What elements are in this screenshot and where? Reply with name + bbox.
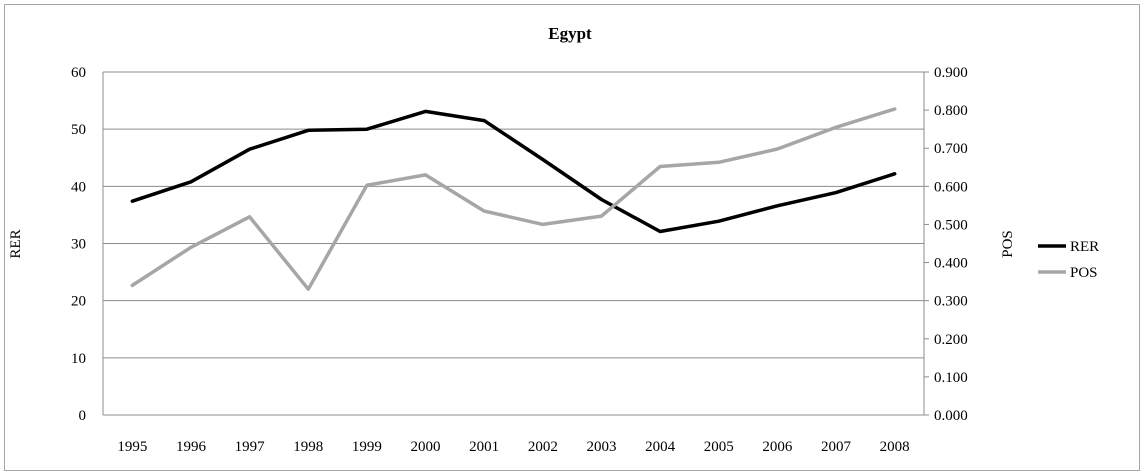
- series-layer: [130, 107, 897, 291]
- chart-title: Egypt: [548, 24, 592, 43]
- chart-frame: [4, 4, 1140, 471]
- y-tick-label-right: 0.500: [934, 217, 968, 233]
- legend-label-pos: POS: [1070, 265, 1098, 281]
- y-tick-label-left: 60: [71, 65, 86, 81]
- x-tick-label: 2003: [586, 439, 616, 455]
- x-tick-label: 1999: [352, 439, 382, 455]
- x-tick-label: 2007: [821, 439, 852, 455]
- y-tick-label-left: 40: [71, 179, 86, 195]
- y-tick-label-right: 0.900: [934, 65, 968, 81]
- y-tick-label-right: 0.100: [934, 370, 968, 386]
- y-tick-label-left: 30: [71, 237, 86, 253]
- x-tick-label: 1998: [293, 439, 323, 455]
- x-tick-label: 2004: [645, 439, 676, 455]
- y-tick-label-right: 0.700: [934, 141, 968, 157]
- y-tick-label-left: 10: [71, 351, 86, 367]
- x-tick-label: 2000: [411, 439, 441, 455]
- x-tick-label: 2008: [880, 439, 910, 455]
- x-tick-label: 1996: [176, 439, 207, 455]
- y-tick-label-right: 0.200: [934, 332, 968, 348]
- y-axis-label-right: POS: [1000, 230, 1016, 258]
- series-line-pos: [130, 107, 897, 291]
- y-tick-label-left: 0: [79, 408, 87, 424]
- axes-layer: 0 10 20 30 40 50 60 0.000 0.100 0.200 0.300 0.400 0.…: [71, 65, 968, 455]
- x-tick-label: 2006: [762, 439, 793, 455]
- x-tick-label: 2005: [704, 439, 734, 455]
- x-tick-label: 1995: [117, 439, 147, 455]
- x-tick-label: 2002: [528, 439, 558, 455]
- x-tick-label: 2001: [469, 439, 499, 455]
- legend: RER POS: [1038, 239, 1099, 281]
- y-axis-label-left: RER: [8, 229, 24, 258]
- y-tick-label-right: 0.400: [934, 256, 968, 272]
- y-tick-label-right: 0.000: [934, 408, 968, 424]
- y-tick-label-right: 0.600: [934, 179, 968, 195]
- y-tick-label-left: 20: [71, 294, 86, 310]
- y-tick-label-left: 50: [71, 122, 86, 138]
- x-tick-label: 1997: [235, 439, 266, 455]
- y-tick-label-right: 0.300: [934, 294, 968, 310]
- grid-layer: [103, 71, 924, 359]
- legend-label-rer: RER: [1070, 239, 1099, 255]
- series-line-rer: [130, 109, 897, 234]
- y-tick-label-right: 0.800: [934, 103, 968, 119]
